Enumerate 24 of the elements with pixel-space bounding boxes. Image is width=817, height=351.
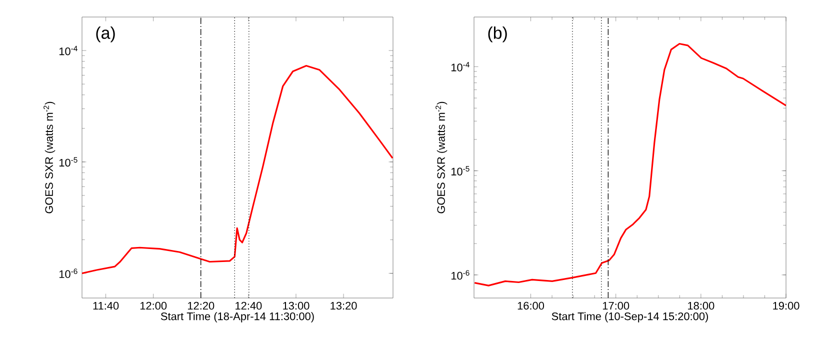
y-tick-label: 10$^{-4}$ [59,46,78,56]
line-series [474,42,786,286]
y-tick-label: 10$^{-6}$ [59,268,78,278]
x-tick-label: 11:40 [93,302,119,310]
x-axis-title: Start Time (18-Apr-14 11:30:00) [160,312,314,322]
y-tick-label: 10$^{-4}$ [451,62,470,72]
x-tick-label: 16:00 [518,302,544,310]
x-tick-label: 12:40 [236,302,262,310]
x-tick-label: 18:00 [688,302,714,310]
x-tick-label: 17:00 [602,302,630,310]
y-axis-title: GOES SXR (watts m$^{-2}$) [44,102,56,214]
y-axis-title: GOES SXR (watts m$^{-2}$) [436,102,448,214]
x-tick-label: 13:20 [330,302,357,310]
y-tick-label: 10$^{-6}$ [451,270,470,280]
x-tick-label: 13:00 [283,302,310,310]
x-tick-label: 12:20 [188,302,214,310]
x-tick-label: 19:00 [773,302,800,310]
line-series [82,64,393,274]
annotation: (a) [96,26,115,42]
y-tick-label: 10$^{-5}$ [451,166,470,176]
x-tick-label: 12:00 [140,302,167,310]
y-tick-label: 10$^{-5}$ [59,157,78,167]
x-axis-title: Start Time (10-Sep-14 15:20:00) [552,312,708,322]
annotation: (b) [488,26,507,42]
